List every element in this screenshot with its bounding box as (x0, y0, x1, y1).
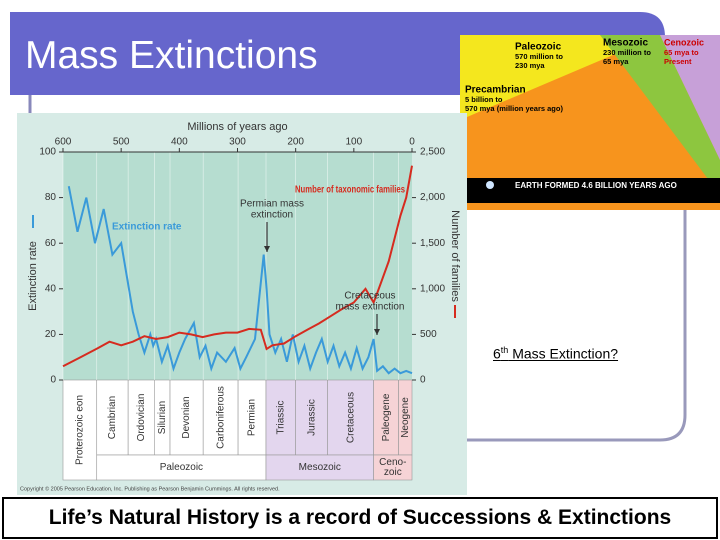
inset-era-range: 230 mya (515, 61, 545, 70)
period-label: Neogene (400, 397, 411, 438)
era-label: Mesozoic (299, 462, 341, 473)
period-band (96, 379, 129, 456)
period-label: Triassic (275, 400, 286, 434)
y2-tick-label: 0 (420, 375, 426, 386)
y-tick-label: 40 (45, 283, 57, 294)
slide-title: Mass Extinctions (25, 34, 318, 77)
series-line (62, 165, 413, 368)
y2-tick-label: 1,500 (420, 238, 445, 249)
annotation-arrowhead (374, 329, 380, 335)
x-tick-label: 100 (345, 137, 362, 148)
link-text: Mass Extinction? (508, 345, 619, 362)
series-line (67, 186, 413, 375)
period-band (169, 379, 204, 456)
paleozoic-band (460, 35, 660, 120)
y-tick-label: 100 (39, 147, 56, 158)
inset-era-range: 65 mya to (664, 48, 699, 57)
period-label: Cretaceous (345, 392, 356, 443)
y2-tick-label: 1,000 (420, 283, 445, 294)
inset-era-range: 570 mya (million years ago) (465, 104, 563, 113)
footer: Life’s Natural History is a record of Su… (2, 497, 718, 539)
inset-era-name: Precambrian (465, 85, 526, 96)
y2-tick-label: 500 (420, 329, 437, 340)
inset-era-name: Mesozoic (603, 38, 648, 49)
inset-era-range: 570 million to (515, 52, 563, 61)
inset-era-range: 230 million to (603, 48, 651, 57)
era-band (373, 454, 413, 481)
period-label: Permian (247, 399, 258, 436)
period-label: Devonian (181, 396, 192, 438)
y2-axis-label: Number of families (449, 210, 461, 302)
inset-era-range: Present (664, 57, 692, 66)
series-label: Extinction rate (112, 222, 182, 233)
era-band (96, 454, 267, 481)
period-band (373, 379, 399, 456)
annotation: Cretaceous (344, 291, 395, 302)
inset-earth: EARTH FORMED 4.6 BILLION YEARS AGO (515, 181, 677, 190)
earth-icon (486, 181, 494, 189)
earth-strip (460, 178, 720, 203)
y-tick-label: 20 (45, 329, 57, 340)
x-axis-label: Millions of years ago (187, 121, 287, 133)
period-band (202, 379, 239, 456)
x-tick-label: 300 (229, 137, 246, 148)
plot-area (63, 152, 412, 380)
annotation: Permian mass (240, 199, 304, 210)
annotation-arrowhead (264, 246, 270, 252)
era-band (265, 454, 374, 481)
link-suffix: th (500, 345, 509, 355)
y2-tick-label: 2,000 (420, 192, 445, 203)
y-tick-label: 80 (45, 192, 57, 203)
x-tick-label: 0 (409, 137, 415, 148)
mesozoic-band (600, 35, 720, 195)
x-tick-label: 500 (113, 137, 130, 148)
annotation: extinction (251, 210, 293, 221)
x-tick-label: 200 (287, 137, 304, 148)
era-label: zoic (384, 467, 402, 478)
cenozoic-band (660, 35, 720, 160)
y-tick-label: 60 (45, 238, 57, 249)
series-label: Number of taxonomic families (295, 185, 405, 196)
frame (440, 100, 687, 442)
era-label: Ceno- (379, 457, 406, 468)
period-label: Jurassic (306, 399, 317, 436)
period-label: Cambrian (107, 396, 118, 439)
y-axis-label: Extinction rate (27, 241, 39, 311)
inset-era-range: 65 mya (603, 57, 629, 66)
link[interactable]: 6th Mass Extinction? (493, 345, 618, 362)
annotation: mass extinction (336, 302, 405, 313)
link-ordinal: 6 (493, 345, 501, 362)
inset-era-name: Paleozoic (515, 42, 562, 53)
period-label: Silurian (157, 401, 168, 434)
inset-era-range: 5 billion to (465, 95, 503, 104)
period-label: Ordovician (136, 394, 147, 442)
era-label: Paleozoic (160, 462, 203, 473)
period-label: Carboniferous (215, 386, 226, 449)
period-band (127, 379, 155, 456)
y2-tick-label: 2,500 (420, 147, 445, 158)
x-tick-label: 600 (55, 137, 72, 148)
inset-era-name: Cenozoic (664, 37, 704, 47)
period-label: Proterozoic eon (75, 395, 86, 465)
y-tick-label: 0 (50, 375, 56, 386)
x-tick-label: 400 (171, 137, 188, 148)
period-label: Paleogene (381, 393, 392, 441)
copyright: Copyright © 2005 Pearson Education, Inc.… (20, 485, 280, 492)
period-band (327, 379, 374, 456)
